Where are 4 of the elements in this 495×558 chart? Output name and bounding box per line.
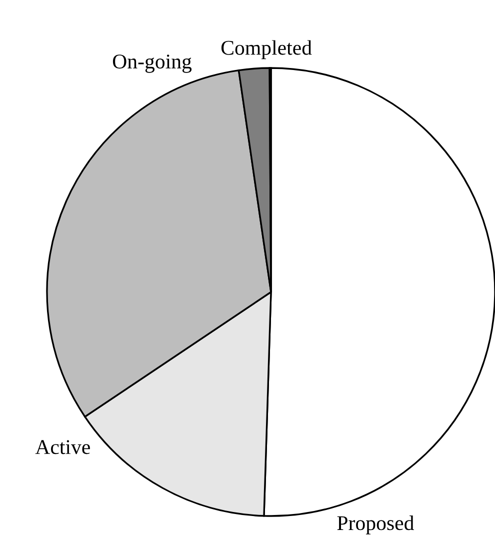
slice-label: On-going <box>112 54 192 73</box>
slice-label: Completed <box>221 40 312 60</box>
slice-label: Proposed <box>337 516 414 534</box>
slice-label: Active <box>35 440 90 454</box>
